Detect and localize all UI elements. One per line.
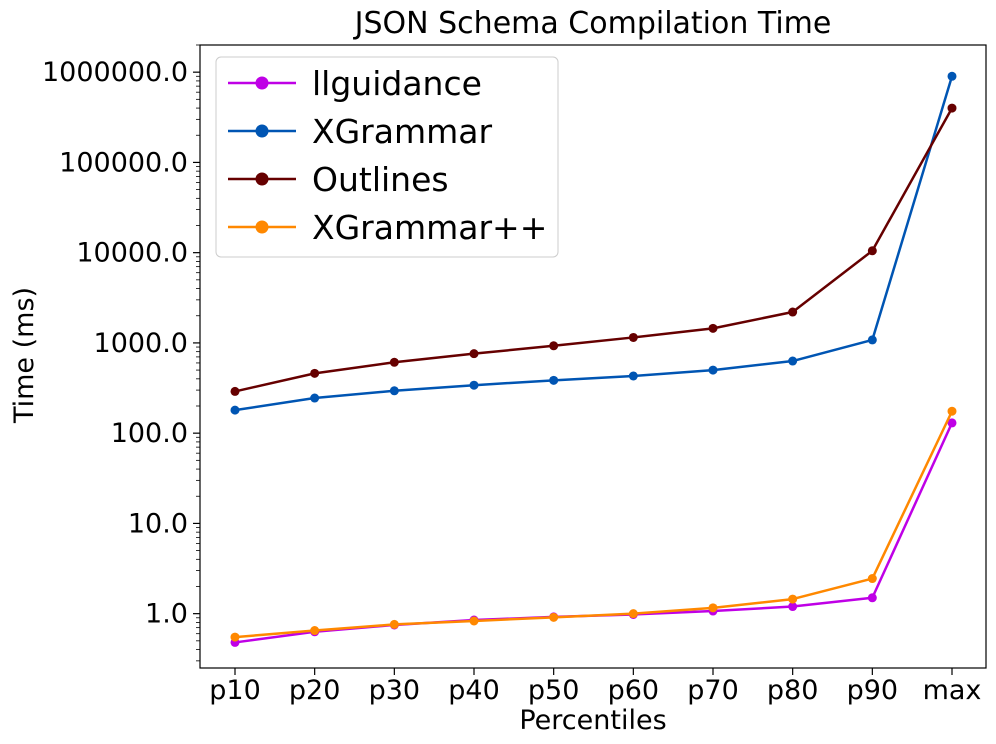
legend: llguidance XGrammar Outlines XGrammar++ [215, 56, 559, 258]
legend-label: Outlines [312, 160, 449, 199]
x-tick-label: p40 [448, 675, 500, 706]
data-point-outlines [947, 103, 957, 113]
legend-frame [215, 56, 559, 258]
y-tick-label: 10000.0 [76, 238, 188, 269]
y-tick-label: 1.0 [145, 599, 188, 630]
data-point-outlines [549, 341, 559, 351]
data-point-xgrammar [788, 356, 798, 366]
data-point-xgrammar [628, 609, 638, 619]
legend-label: llguidance [312, 64, 482, 103]
series-line-xgrammar [234, 410, 954, 639]
chart-title: JSON Schema Compilation Time [353, 6, 832, 41]
data-point-llguidance [867, 593, 877, 603]
data-point-xgrammar [947, 406, 957, 416]
data-point-outlines [628, 332, 638, 342]
data-point-xgrammar [867, 574, 877, 584]
y-tick-label: 100000.0 [59, 147, 188, 178]
data-point-xgrammar [708, 365, 718, 375]
data-point-xgrammar [708, 603, 718, 613]
x-tick-label: p10 [209, 675, 261, 706]
x-tick-label: p70 [687, 675, 739, 706]
data-point-outlines [469, 349, 479, 359]
legend-label: XGrammar++ [312, 208, 547, 247]
x-tick-label: p60 [608, 675, 660, 706]
data-point-xgrammar [867, 335, 877, 345]
data-point-xgrammar [549, 612, 559, 622]
legend-label: XGrammar [312, 112, 492, 151]
series-line-llguidance [234, 422, 954, 644]
x-tick-label: p90 [847, 675, 899, 706]
legend-marker [255, 124, 269, 138]
data-point-xgrammar [310, 393, 320, 403]
data-point-xgrammar [469, 616, 479, 626]
x-axis-label: Percentiles [519, 705, 666, 736]
data-point-outlines [708, 323, 718, 333]
y-tick-label: 100.0 [111, 418, 188, 449]
data-point-xgrammar [947, 71, 957, 81]
y-axis-label: Time (ms) [9, 287, 40, 424]
data-point-xgrammar [389, 386, 399, 396]
y-tick-label: 10.0 [128, 508, 188, 539]
data-point-xgrammar [469, 380, 479, 390]
legend-marker [255, 172, 269, 186]
data-point-xgrammar [230, 405, 240, 415]
legend-marker [255, 220, 269, 234]
x-tick-label: max [923, 675, 982, 706]
data-point-llguidance [947, 418, 957, 428]
data-point-xgrammar [788, 594, 798, 604]
data-point-outlines [389, 357, 399, 367]
data-point-outlines [310, 368, 320, 378]
y-tick-label: 1000000.0 [42, 57, 188, 88]
data-point-xgrammar [628, 371, 638, 381]
data-point-xgrammar [389, 619, 399, 629]
data-point-xgrammar [310, 626, 320, 636]
plot-area: 1.0 10.0 100.0 1000.0 10000.0 100000.0 1000000… [42, 44, 987, 706]
series-line-xgrammar [234, 75, 954, 412]
data-point-outlines [867, 246, 877, 256]
x-tick-label: p30 [369, 675, 421, 706]
x-tick-label: p80 [767, 675, 819, 706]
data-point-outlines [788, 307, 798, 317]
data-point-xgrammar [549, 375, 559, 385]
data-point-outlines [230, 386, 240, 396]
series-line-outlines [234, 107, 954, 393]
y-tick-label: 1000.0 [94, 328, 188, 359]
x-tick-label: p20 [289, 675, 341, 706]
data-point-llguidance [788, 602, 798, 612]
legend-marker [255, 76, 269, 90]
x-tick-label: p50 [528, 675, 580, 706]
data-point-xgrammar [230, 632, 240, 642]
